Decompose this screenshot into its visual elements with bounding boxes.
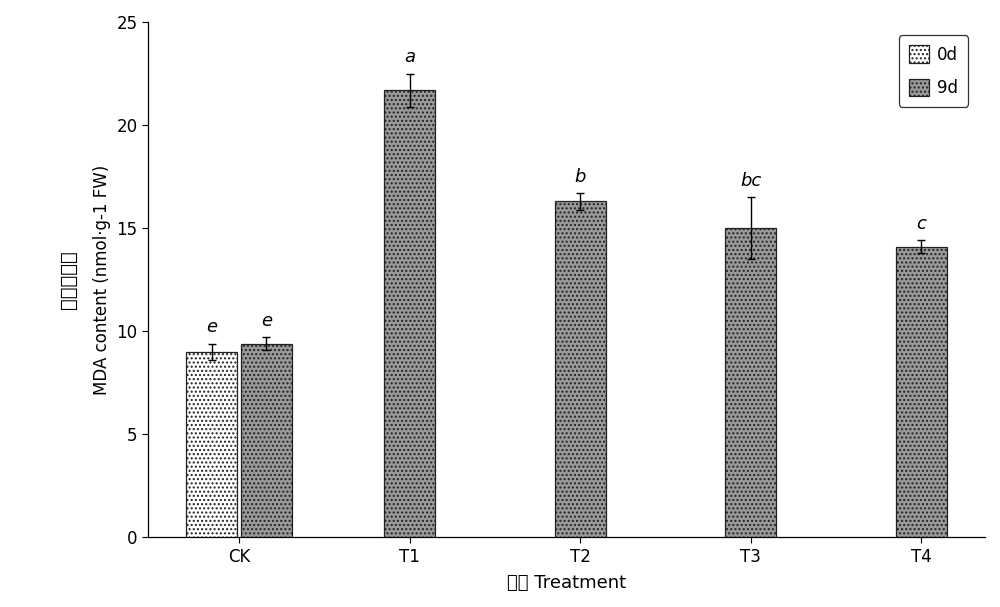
- Bar: [896, 246, 947, 537]
- Legend: 0d, 9d: 0d, 9d: [899, 35, 968, 107]
- Bar: [241, 344, 292, 537]
- Text: c: c: [916, 215, 926, 233]
- Y-axis label: MDA content (nmol·g-1 FW): MDA content (nmol·g-1 FW): [93, 164, 111, 395]
- Bar: [725, 228, 776, 537]
- Text: b: b: [575, 168, 586, 186]
- Text: e: e: [206, 318, 217, 336]
- Text: 丙二醒含量: 丙二醒含量: [59, 250, 78, 309]
- Bar: [555, 202, 606, 537]
- Bar: [186, 352, 237, 537]
- Text: a: a: [404, 49, 415, 66]
- Text: bc: bc: [740, 172, 761, 190]
- X-axis label: 处理 Treatment: 处理 Treatment: [507, 574, 626, 592]
- Bar: [384, 90, 435, 537]
- Text: e: e: [261, 312, 272, 330]
